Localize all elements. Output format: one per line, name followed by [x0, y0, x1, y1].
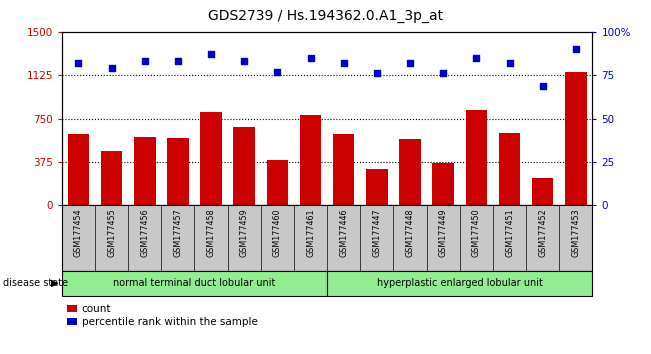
Legend: count, percentile rank within the sample: count, percentile rank within the sample	[67, 304, 258, 327]
Point	[106, 65, 117, 71]
Point	[305, 55, 316, 61]
Bar	[499, 133, 520, 205]
Bar	[432, 163, 454, 205]
Text: GSM177461: GSM177461	[306, 209, 315, 257]
Text: GSM177448: GSM177448	[406, 209, 415, 257]
Text: GSM177459: GSM177459	[240, 209, 249, 257]
Bar	[68, 133, 89, 205]
Text: GSM177456: GSM177456	[140, 209, 149, 257]
Point	[571, 46, 581, 52]
Point	[173, 58, 183, 64]
Text: GSM177454: GSM177454	[74, 209, 83, 257]
Text: GSM177452: GSM177452	[538, 209, 547, 257]
Text: GSM177453: GSM177453	[572, 209, 580, 257]
Point	[339, 60, 349, 66]
Point	[139, 58, 150, 64]
Point	[405, 60, 415, 66]
Point	[505, 60, 515, 66]
Point	[471, 55, 482, 61]
Bar	[327, 271, 592, 296]
Bar	[267, 160, 288, 205]
Text: GSM177450: GSM177450	[472, 209, 481, 257]
Text: normal terminal duct lobular unit: normal terminal duct lobular unit	[113, 278, 275, 288]
Bar	[167, 138, 189, 205]
Point	[206, 52, 216, 57]
Point	[438, 71, 449, 76]
Bar	[532, 178, 553, 205]
Text: GSM177455: GSM177455	[107, 209, 116, 257]
Point	[239, 58, 249, 64]
Bar	[333, 133, 355, 205]
Text: GSM177447: GSM177447	[372, 209, 381, 257]
Bar	[201, 112, 222, 205]
Text: GSM177451: GSM177451	[505, 209, 514, 257]
Point	[538, 83, 548, 88]
Text: GDS2739 / Hs.194362.0.A1_3p_at: GDS2739 / Hs.194362.0.A1_3p_at	[208, 9, 443, 23]
Bar	[565, 72, 587, 205]
Text: GSM177449: GSM177449	[439, 209, 448, 257]
Bar	[134, 137, 156, 205]
Bar	[299, 115, 322, 205]
Text: disease state: disease state	[3, 278, 68, 288]
Bar	[101, 151, 122, 205]
Text: hyperplastic enlarged lobular unit: hyperplastic enlarged lobular unit	[377, 278, 543, 288]
Text: GSM177457: GSM177457	[173, 209, 182, 257]
Bar	[465, 110, 487, 205]
Text: GSM177460: GSM177460	[273, 209, 282, 257]
Bar	[399, 139, 421, 205]
Text: GSM177446: GSM177446	[339, 209, 348, 257]
Bar	[234, 127, 255, 205]
Bar	[62, 271, 327, 296]
Text: ▶: ▶	[51, 278, 59, 288]
Bar	[366, 170, 387, 205]
Text: GSM177458: GSM177458	[206, 209, 215, 257]
Point	[272, 69, 283, 75]
Point	[372, 71, 382, 76]
Point	[73, 60, 83, 66]
